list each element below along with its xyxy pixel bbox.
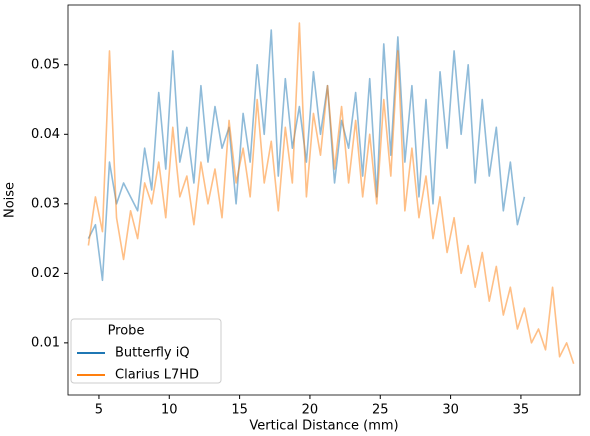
x-tick-label: 10 (161, 403, 178, 418)
legend-label: Butterfly iQ (115, 346, 190, 361)
y-tick-label: 0.05 (31, 57, 60, 72)
x-tick-label: 20 (302, 403, 319, 418)
x-tick-label: 25 (372, 403, 389, 418)
legend-box (70, 318, 222, 384)
series-line (87, 22, 575, 364)
x-tick-label: 30 (442, 403, 459, 418)
y-tick-label: 0.02 (31, 266, 60, 281)
x-axis-label: Vertical Distance (mm) (249, 419, 398, 434)
y-tick-label: 0.03 (31, 196, 60, 211)
legend-title: Probe (108, 324, 145, 339)
legend: Probe Butterfly iQ Clarius L7HD (70, 318, 222, 384)
series-line (87, 29, 526, 282)
legend-label: Clarius L7HD (115, 368, 199, 383)
y-tick-label: 0.04 (31, 127, 60, 142)
x-tick-label: 15 (231, 403, 248, 418)
y-tick-label: 0.01 (31, 335, 60, 350)
x-tick-label: 5 (95, 403, 103, 418)
y-axis-label: Noise (3, 182, 18, 218)
plot-frame (67, 4, 581, 396)
x-tick-label: 35 (513, 403, 530, 418)
